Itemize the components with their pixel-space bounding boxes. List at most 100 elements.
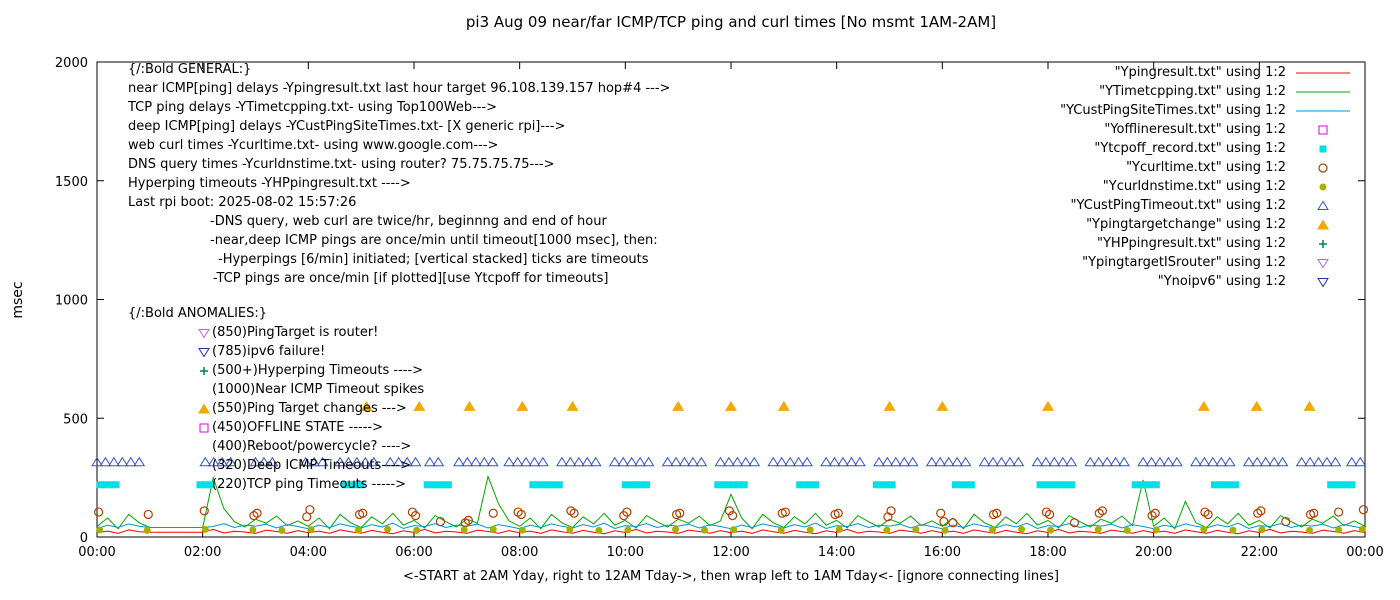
anomaly-text: (400)Reboot/powercycle? ----> <box>212 439 412 454</box>
legend-triangle-down-open-icon <box>1292 256 1354 270</box>
triangle-up-filled-icon <box>197 403 212 415</box>
anomaly-text: (785)ipv6 failure! <box>212 344 326 359</box>
anomaly-text: (550)Ping Target changes ---> <box>212 401 407 416</box>
legend-entry: "YCustPingTimeout.txt" using 1:2 <box>1060 196 1354 215</box>
anomaly-item: (320)Deep ICMP Timeouts----> <box>128 456 424 475</box>
legend-entry: "Ypingresult.txt" using 1:2 <box>1060 63 1354 82</box>
legend-plus-icon <box>1292 237 1354 251</box>
general-line: TCP ping delays -YTimetcpping.txt- using… <box>128 100 498 115</box>
triangle-down-open-icon <box>197 346 212 358</box>
legend-label: "Ypingresult.txt" using 1:2 <box>1114 65 1286 80</box>
y-tick-label: 500 <box>63 412 88 427</box>
anomaly-text: (850)PingTarget is router! <box>212 325 379 340</box>
x-axis-ticks: 00:00 02:00 04:00 06:00 08:00 10:00 12:00 14:00… <box>78 62 1384 560</box>
series-Ypingtargetchange <box>360 400 1316 411</box>
general-line: -near,deep ICMP pings are once/min until… <box>210 233 658 248</box>
y-axis-label: msec <box>10 281 26 319</box>
y-tick-label: 1000 <box>55 294 88 309</box>
legend: "Ypingresult.txt" using 1:2 "YTimetcpping… <box>1060 63 1354 291</box>
general-line: deep ICMP[ping] delays -YCustPingSiteTim… <box>128 119 566 134</box>
legend-label: "YTimetcpping.txt" using 1:2 <box>1099 84 1286 99</box>
general-header: {/:Bold GENERAL:} <box>128 62 252 77</box>
x-tick-label: 02:00 <box>184 545 221 560</box>
series-YCustPingTimeout <box>91 456 1367 467</box>
x-tick-label: 18:00 <box>1029 545 1066 560</box>
chart-title: pi3 Aug 09 near/far ICMP/TCP ping and cu… <box>465 13 997 31</box>
anomaly-text: (450)OFFLINE STATE -----> <box>212 420 383 435</box>
general-line: Hyperping timeouts -YHPpingresult.txt --… <box>128 176 411 191</box>
y-axis-ticks: 0 500 1000 1500 2000 <box>55 56 1365 546</box>
anomalies-annotations: {/:Bold ANOMALIES:} (850)PingTarget is ro… <box>128 304 424 494</box>
legend-triangle-up-open-icon <box>1292 199 1354 213</box>
x-axis-label: <-START at 2AM Yday, right to 12AM Tday-… <box>403 569 1059 584</box>
legend-circle-filled-icon <box>1292 180 1354 194</box>
x-tick-label: 00:00 <box>1346 545 1383 560</box>
legend-label: "YpingtargetISrouter" using 1:2 <box>1082 255 1286 270</box>
y-tick-label: 0 <box>80 531 88 546</box>
x-tick-label: 22:00 <box>1241 545 1278 560</box>
legend-triangle-up-filled-icon <box>1292 218 1354 232</box>
general-line: -Hyperpings [6/min] initiated; [vertical… <box>218 252 649 267</box>
general-line: near ICMP[ping] delays -Ypingresult.txt … <box>128 81 671 96</box>
general-line: web curl times -Ycurltime.txt- using www… <box>128 138 499 153</box>
legend-square-filled-icon <box>1292 142 1354 156</box>
anomaly-item: (1000)Near ICMP Timeout spikes <box>128 380 424 399</box>
x-tick-label: 06:00 <box>395 545 432 560</box>
x-tick-label: 10:00 <box>607 545 644 560</box>
triangle-down-open-icon <box>197 327 212 339</box>
marker-spacer <box>197 460 212 472</box>
anomaly-item: (450)OFFLINE STATE -----> <box>128 418 424 437</box>
legend-entry: "YCustPingSiteTimes.txt" using 1:2 <box>1060 101 1354 120</box>
anomaly-text: (500+)Hyperping Timeouts ----> <box>212 363 424 378</box>
legend-label: "YCustPingSiteTimes.txt" using 1:2 <box>1060 103 1286 118</box>
marker-spacer <box>197 384 212 396</box>
series-Ycurldnstime <box>96 525 1366 534</box>
marker-spacer <box>197 479 212 491</box>
x-tick-label: 04:00 <box>290 545 327 560</box>
x-tick-label: 16:00 <box>924 545 961 560</box>
legend-entry: "YHPpingresult.txt" using 1:2 <box>1060 234 1354 253</box>
legend-triangle-down-open-icon <box>1292 275 1354 289</box>
anomaly-text: (320)Deep ICMP Timeouts----> <box>212 458 411 473</box>
legend-entry: "Ytcpoff_record.txt" using 1:2 <box>1060 139 1354 158</box>
x-tick-label: 20:00 <box>1135 545 1172 560</box>
plus-icon <box>197 365 212 377</box>
legend-entry: "Ycurldnstime.txt" using 1:2 <box>1060 177 1354 196</box>
legend-label: "Ycurldnstime.txt" using 1:2 <box>1102 179 1286 194</box>
anomaly-item: (550)Ping Target changes ---> <box>128 399 424 418</box>
legend-label: "Yofflineresult.txt" using 1:2 <box>1104 122 1286 137</box>
anomaly-item: (220)TCP ping Timeouts -----> <box>128 475 424 494</box>
legend-entry: "Ypingtargetchange" using 1:2 <box>1060 215 1354 234</box>
anomaly-item: (500+)Hyperping Timeouts ----> <box>128 361 424 380</box>
general-line: Last rpi boot: 2025-08-02 15:57:26 <box>128 195 357 210</box>
legend-entry: "YpingtargetISrouter" using 1:2 <box>1060 253 1354 272</box>
x-tick-label: 08:00 <box>501 545 538 560</box>
series-Ytcpoff_record <box>96 481 1356 489</box>
legend-label: "Ynoipv6" using 1:2 <box>1157 274 1286 289</box>
legend-label: "Ytcpoff_record.txt" using 1:2 <box>1094 141 1286 156</box>
anomaly-item: (400)Reboot/powercycle? ----> <box>128 437 424 456</box>
legend-label: "Ypingtargetchange" using 1:2 <box>1086 217 1286 232</box>
series-YTimetcpping <box>96 474 1366 530</box>
legend-label: "YHPpingresult.txt" using 1:2 <box>1097 236 1286 251</box>
legend-entry: "Ycurltime.txt" using 1:2 <box>1060 158 1354 177</box>
square-open-icon <box>197 422 212 434</box>
legend-square-open-icon <box>1292 123 1354 137</box>
general-line: -DNS query, web curl are twice/hr, begin… <box>210 214 607 229</box>
legend-line-icon <box>1292 66 1354 80</box>
anomalies-header: {/:Bold ANOMALIES:} <box>128 306 268 321</box>
general-line: -TCP pings are once/min [if plotted][use… <box>213 271 609 286</box>
marker-spacer <box>197 441 212 453</box>
general-annotations: {/:Bold GENERAL:} near ICMP[ping] delays … <box>128 60 670 288</box>
legend-label: "YCustPingTimeout.txt" using 1:2 <box>1070 198 1286 213</box>
anomaly-item: (850)PingTarget is router! <box>128 323 424 342</box>
anomaly-text: (1000)Near ICMP Timeout spikes <box>212 382 425 397</box>
legend-line-icon <box>1292 104 1354 118</box>
legend-label: "Ycurltime.txt" using 1:2 <box>1126 160 1286 175</box>
anomaly-text: (220)TCP ping Timeouts -----> <box>212 477 407 492</box>
legend-entry: "Yofflineresult.txt" using 1:2 <box>1060 120 1354 139</box>
legend-circle-open-icon <box>1292 161 1354 175</box>
y-tick-label: 2000 <box>55 56 88 71</box>
